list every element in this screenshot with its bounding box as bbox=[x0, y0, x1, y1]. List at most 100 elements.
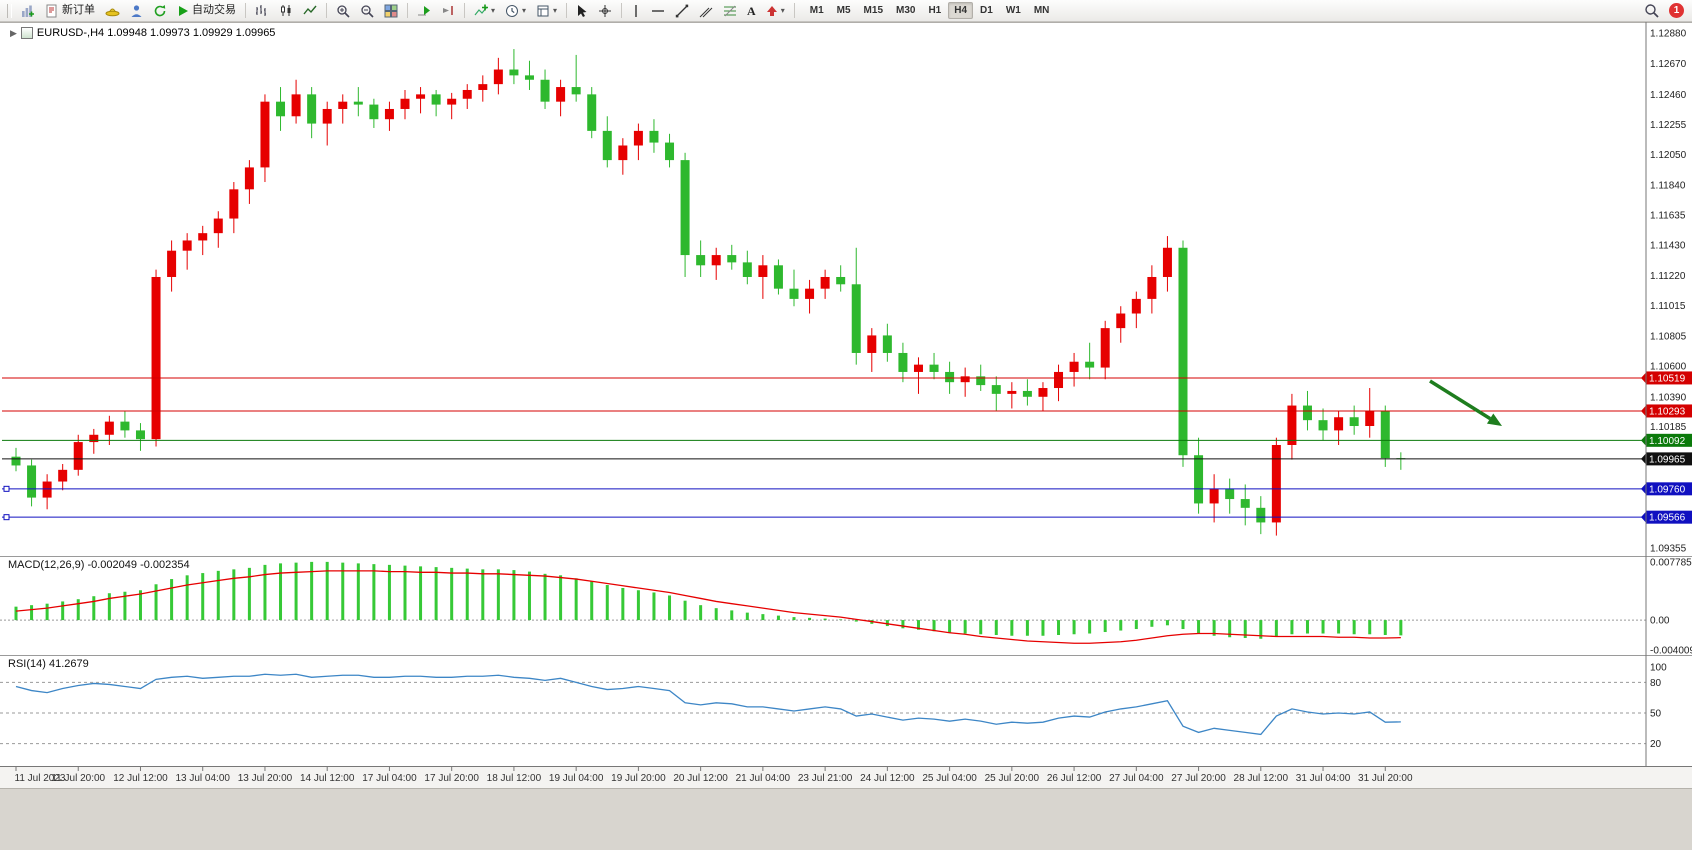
auto-scroll-button[interactable] bbox=[413, 2, 435, 19]
candles-layer[interactable] bbox=[11, 49, 1406, 536]
chart-shift-button[interactable] bbox=[437, 2, 459, 19]
price-level-1.10092[interactable]: 1.10092 bbox=[2, 433, 1692, 447]
zoom-in-icon bbox=[337, 4, 350, 18]
rsi-pane[interactable] bbox=[0, 673, 1646, 745]
chevron-down-icon: ▾ bbox=[553, 5, 558, 15]
cursor-tool-button[interactable] bbox=[572, 2, 592, 20]
timeframe-button-m5[interactable]: M5 bbox=[831, 2, 857, 19]
tile-windows-button[interactable] bbox=[380, 2, 402, 20]
svg-text:18 Jul 12:00: 18 Jul 12:00 bbox=[487, 773, 542, 784]
price-level-1.10519[interactable]: 1.10519 bbox=[2, 371, 1692, 385]
line-chart-icon bbox=[303, 5, 317, 15]
auto-trading-button[interactable]: 自动交易 bbox=[173, 3, 240, 19]
pane-borders bbox=[0, 22, 1692, 789]
price-level-1.09566[interactable]: 1.09566 bbox=[2, 510, 1692, 524]
zoom-in-button[interactable] bbox=[332, 2, 354, 20]
price-level-1.10293[interactable]: 1.10293 bbox=[2, 404, 1692, 418]
price-level-1.09965[interactable]: 1.09965 bbox=[2, 452, 1692, 466]
clock-icon bbox=[506, 4, 519, 17]
community-button[interactable] bbox=[126, 2, 147, 20]
metaeditor-button[interactable] bbox=[101, 2, 124, 20]
fibonacci-tool-button[interactable] bbox=[719, 2, 741, 20]
timeframe-button-h1[interactable]: H1 bbox=[922, 2, 947, 19]
notification-badge[interactable]: 1 bbox=[1669, 3, 1684, 18]
svg-text:31 Jul 04:00: 31 Jul 04:00 bbox=[1296, 773, 1351, 784]
svg-text:31 Jul 20:00: 31 Jul 20:00 bbox=[1358, 773, 1413, 784]
trendline-icon bbox=[675, 4, 689, 17]
svg-text:17 Jul 20:00: 17 Jul 20:00 bbox=[424, 773, 479, 784]
play-icon bbox=[179, 5, 188, 16]
macd-indicator-label: MACD(12,26,9) -0.002049 -0.002354 bbox=[8, 559, 190, 571]
line-chart-mode-button[interactable] bbox=[299, 2, 321, 19]
search-button[interactable] bbox=[1640, 1, 1663, 20]
fibonacci-icon bbox=[724, 5, 737, 16]
svg-text:0.00: 0.00 bbox=[1650, 616, 1670, 627]
svg-text:20: 20 bbox=[1650, 739, 1662, 750]
svg-text:24 Jul 12:00: 24 Jul 12:00 bbox=[860, 773, 915, 784]
periods-button[interactable]: ▾ bbox=[501, 2, 530, 20]
svg-text:1.10185: 1.10185 bbox=[1650, 422, 1687, 433]
templates-button[interactable]: ▾ bbox=[532, 2, 561, 20]
refresh-icon bbox=[154, 4, 166, 16]
svg-text:1.11430: 1.11430 bbox=[1650, 240, 1686, 251]
timeframe-button-m30[interactable]: M30 bbox=[890, 2, 921, 19]
svg-text:11 Jul 2023: 11 Jul 2023 bbox=[15, 773, 66, 784]
timeframe-button-m15[interactable]: M15 bbox=[858, 2, 889, 19]
new-order-button[interactable]: 新订单 bbox=[41, 2, 99, 20]
bar-chart-mode-button[interactable] bbox=[251, 2, 273, 19]
macd-pane[interactable] bbox=[0, 561, 1646, 644]
toolbar-separator bbox=[245, 3, 246, 18]
new-order-icon bbox=[46, 4, 57, 17]
zoom-out-button[interactable] bbox=[356, 2, 378, 20]
auto-trading-label: 自动交易 bbox=[192, 4, 236, 16]
svg-text:100: 100 bbox=[1650, 663, 1667, 674]
chart-shift-icon bbox=[443, 6, 453, 15]
svg-text:1.09760: 1.09760 bbox=[1649, 484, 1686, 495]
toolbar-separator bbox=[621, 3, 623, 18]
toolbar-grip bbox=[7, 3, 12, 18]
price-axis-scale[interactable]: 1.12880 1.12670 1.12460 1.12255 1.12050 1.118… bbox=[1650, 29, 1692, 751]
svg-text:1.10600: 1.10600 bbox=[1650, 362, 1687, 373]
channel-tool-button[interactable] bbox=[695, 2, 717, 20]
new-chart-button[interactable] bbox=[17, 2, 39, 20]
crosshair-icon bbox=[599, 4, 612, 17]
svg-text:1.10390: 1.10390 bbox=[1650, 392, 1687, 403]
svg-text:1.11635: 1.11635 bbox=[1650, 210, 1686, 221]
new-chart-icon bbox=[22, 5, 34, 17]
refresh-button[interactable] bbox=[149, 2, 171, 20]
timeframe-button-m1[interactable]: M1 bbox=[804, 2, 830, 19]
crosshair-tool-button[interactable] bbox=[594, 2, 616, 20]
indicators-button[interactable]: ▾ bbox=[470, 2, 499, 20]
text-tool-button[interactable]: A bbox=[743, 3, 760, 19]
timeframe-button-w1[interactable]: W1 bbox=[1000, 2, 1027, 19]
chevron-down-icon: ▾ bbox=[522, 5, 527, 15]
price-level-1.09760[interactable]: 1.09760 bbox=[2, 482, 1692, 496]
trend-arrow-annotation[interactable] bbox=[1429, 379, 1502, 426]
horizontal-line-tool-button[interactable] bbox=[647, 4, 669, 18]
svg-text:1.10805: 1.10805 bbox=[1650, 332, 1687, 343]
arrows-tool-button[interactable]: ▾ bbox=[762, 3, 789, 19]
svg-text:17 Jul 04:00: 17 Jul 04:00 bbox=[362, 773, 417, 784]
vertical-line-tool-button[interactable] bbox=[627, 2, 645, 20]
timeframe-button-mn[interactable]: MN bbox=[1028, 2, 1056, 19]
candlestick-icon bbox=[281, 5, 291, 16]
timeframe-button-d1[interactable]: D1 bbox=[974, 2, 999, 19]
timeframe-button-h4[interactable]: H4 bbox=[948, 2, 974, 19]
svg-text:-0.004009: -0.004009 bbox=[1650, 646, 1692, 657]
svg-text:25 Jul 04:00: 25 Jul 04:00 bbox=[922, 773, 977, 784]
candlestick-mode-button[interactable] bbox=[275, 2, 297, 19]
trendline-tool-button[interactable] bbox=[671, 2, 693, 20]
hat-icon bbox=[105, 8, 120, 16]
one-click-trading-toggle[interactable]: ▶ bbox=[10, 27, 17, 38]
chart-window[interactable]: 1.10519 1.10293 1.10092 1.09965 1.09760 1.095… bbox=[0, 22, 1692, 850]
main-toolbar: 新订单 自动交易 bbox=[0, 0, 1692, 22]
svg-text:28 Jul 12:00: 28 Jul 12:00 bbox=[1234, 773, 1289, 784]
svg-text:13 Jul 20:00: 13 Jul 20:00 bbox=[238, 773, 293, 784]
toolbar-separator bbox=[326, 3, 327, 18]
template-icon bbox=[537, 5, 549, 16]
svg-text:1.12050: 1.12050 bbox=[1650, 150, 1687, 161]
svg-text:1.10092: 1.10092 bbox=[1649, 436, 1686, 447]
svg-text:1.10293: 1.10293 bbox=[1649, 406, 1686, 417]
